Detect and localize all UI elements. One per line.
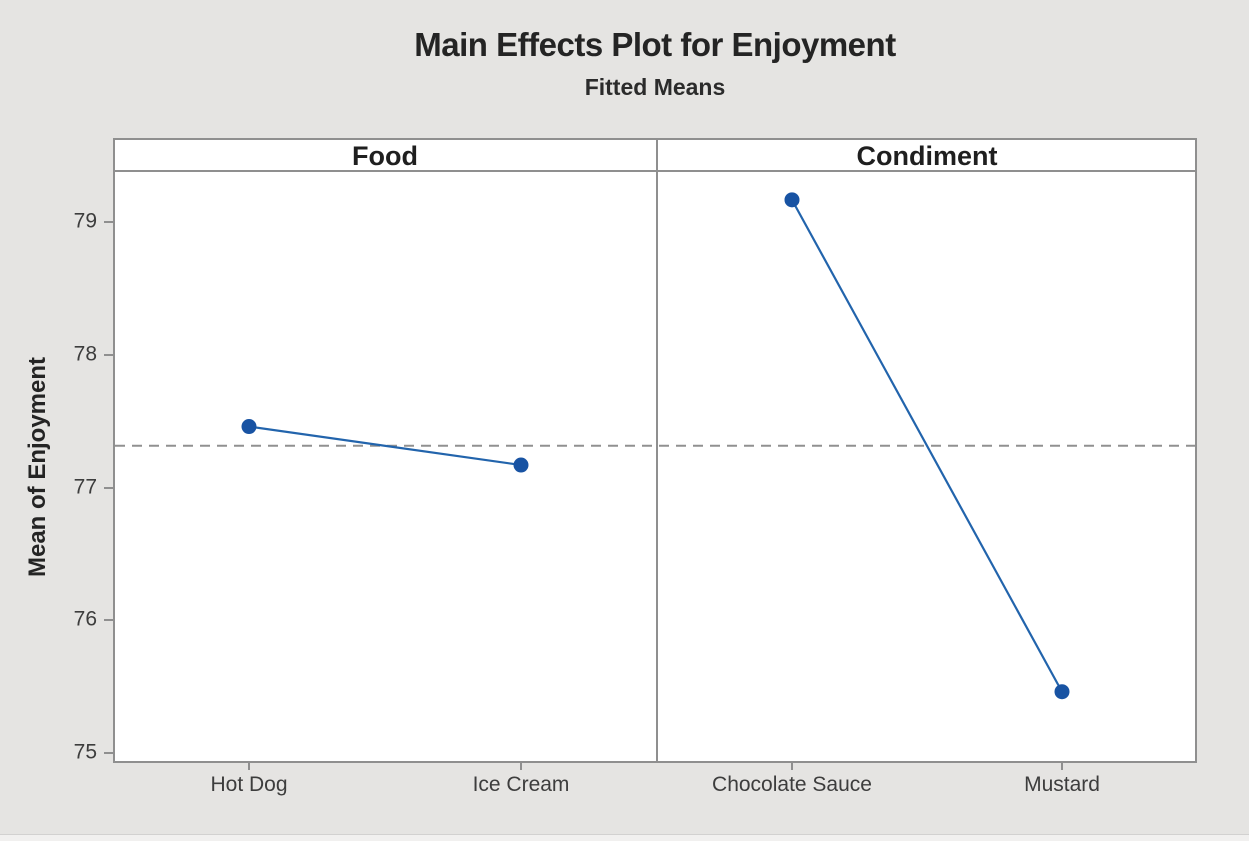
y-tick-mark-75 — [104, 751, 113, 754]
x-tick-label-hot-dog: Hot Dog — [210, 773, 288, 796]
data-point-chocolate-sauce — [784, 192, 800, 208]
x-tick-mark-chocolate-sauce — [791, 763, 793, 770]
y-tick-label-78: 78 — [73, 342, 97, 366]
x-tick-mark-ice-cream — [520, 763, 522, 770]
panel-header-food: Food — [352, 141, 418, 171]
window-bottom-edge — [0, 834, 1249, 841]
data-point-hot-dog — [241, 419, 257, 435]
series-line-condiment — [791, 199, 1063, 693]
plot-area — [113, 138, 1197, 763]
x-tick-label-chocolate-sauce: Chocolate Sauce — [712, 773, 872, 796]
y-tick-mark-78 — [104, 353, 113, 356]
y-tick-label-75: 75 — [73, 740, 97, 764]
y-tick-mark-77 — [104, 486, 113, 489]
chart-subtitle: Fitted Means — [584, 74, 726, 100]
x-tick-mark-hot-dog — [248, 763, 250, 770]
data-point-ice-cream — [513, 457, 529, 473]
y-tick-label-79: 79 — [73, 209, 97, 233]
data-point-mustard — [1054, 684, 1070, 700]
x-tick-label-mustard: Mustard — [1024, 773, 1100, 796]
x-tick-mark-mustard — [1061, 763, 1063, 770]
y-axis-title: Mean of Enjoyment — [24, 356, 51, 578]
plot-frame — [113, 138, 1197, 763]
x-tick-label-ice-cream: Ice Cream — [472, 773, 570, 796]
series-line-food — [248, 425, 522, 467]
y-tick-label-77: 77 — [73, 475, 97, 499]
chart-title: Main Effects Plot for Enjoyment — [414, 26, 896, 63]
y-tick-mark-76 — [104, 619, 113, 622]
panel-header-condiment: Condiment — [856, 141, 998, 171]
y-tick-mark-79 — [104, 221, 113, 224]
y-tick-label-76: 76 — [73, 607, 97, 631]
